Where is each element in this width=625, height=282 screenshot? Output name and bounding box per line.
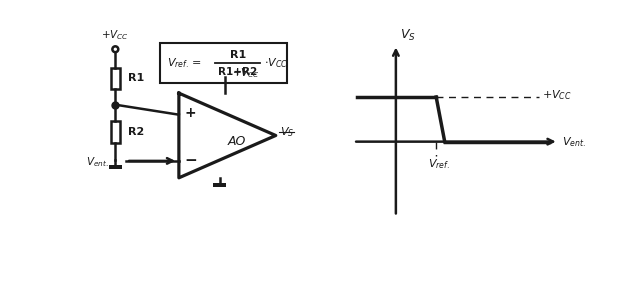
Text: +: + bbox=[184, 106, 196, 120]
Bar bbox=[159, 43, 288, 83]
Text: AO: AO bbox=[228, 135, 246, 148]
Text: $+V_{CC}$: $+V_{CC}$ bbox=[542, 88, 571, 102]
Text: $\cdot V_{CC}$: $\cdot V_{CC}$ bbox=[264, 56, 288, 70]
Text: $+V_{CC}$: $+V_{CC}$ bbox=[232, 66, 259, 80]
Bar bbox=[213, 183, 226, 188]
Text: $V_{ent.}$: $V_{ent.}$ bbox=[86, 156, 108, 169]
Text: R2: R2 bbox=[127, 127, 144, 137]
Text: $V_{ref.}=$: $V_{ref.}=$ bbox=[168, 56, 202, 70]
Bar bbox=[109, 165, 121, 169]
Text: $+V_{CC}$: $+V_{CC}$ bbox=[101, 28, 129, 42]
Text: −: − bbox=[184, 153, 197, 168]
Text: $V_S$: $V_S$ bbox=[279, 125, 294, 139]
Bar bbox=[111, 68, 120, 89]
Text: R1: R1 bbox=[229, 50, 246, 60]
Text: $V_{ent.}$: $V_{ent.}$ bbox=[562, 135, 586, 149]
Text: $V_{ref.}$: $V_{ref.}$ bbox=[428, 157, 450, 171]
Bar bbox=[111, 121, 120, 144]
Text: $V_S$: $V_S$ bbox=[400, 28, 416, 43]
Text: R1+R2: R1+R2 bbox=[218, 67, 258, 77]
Text: R1: R1 bbox=[127, 73, 144, 83]
